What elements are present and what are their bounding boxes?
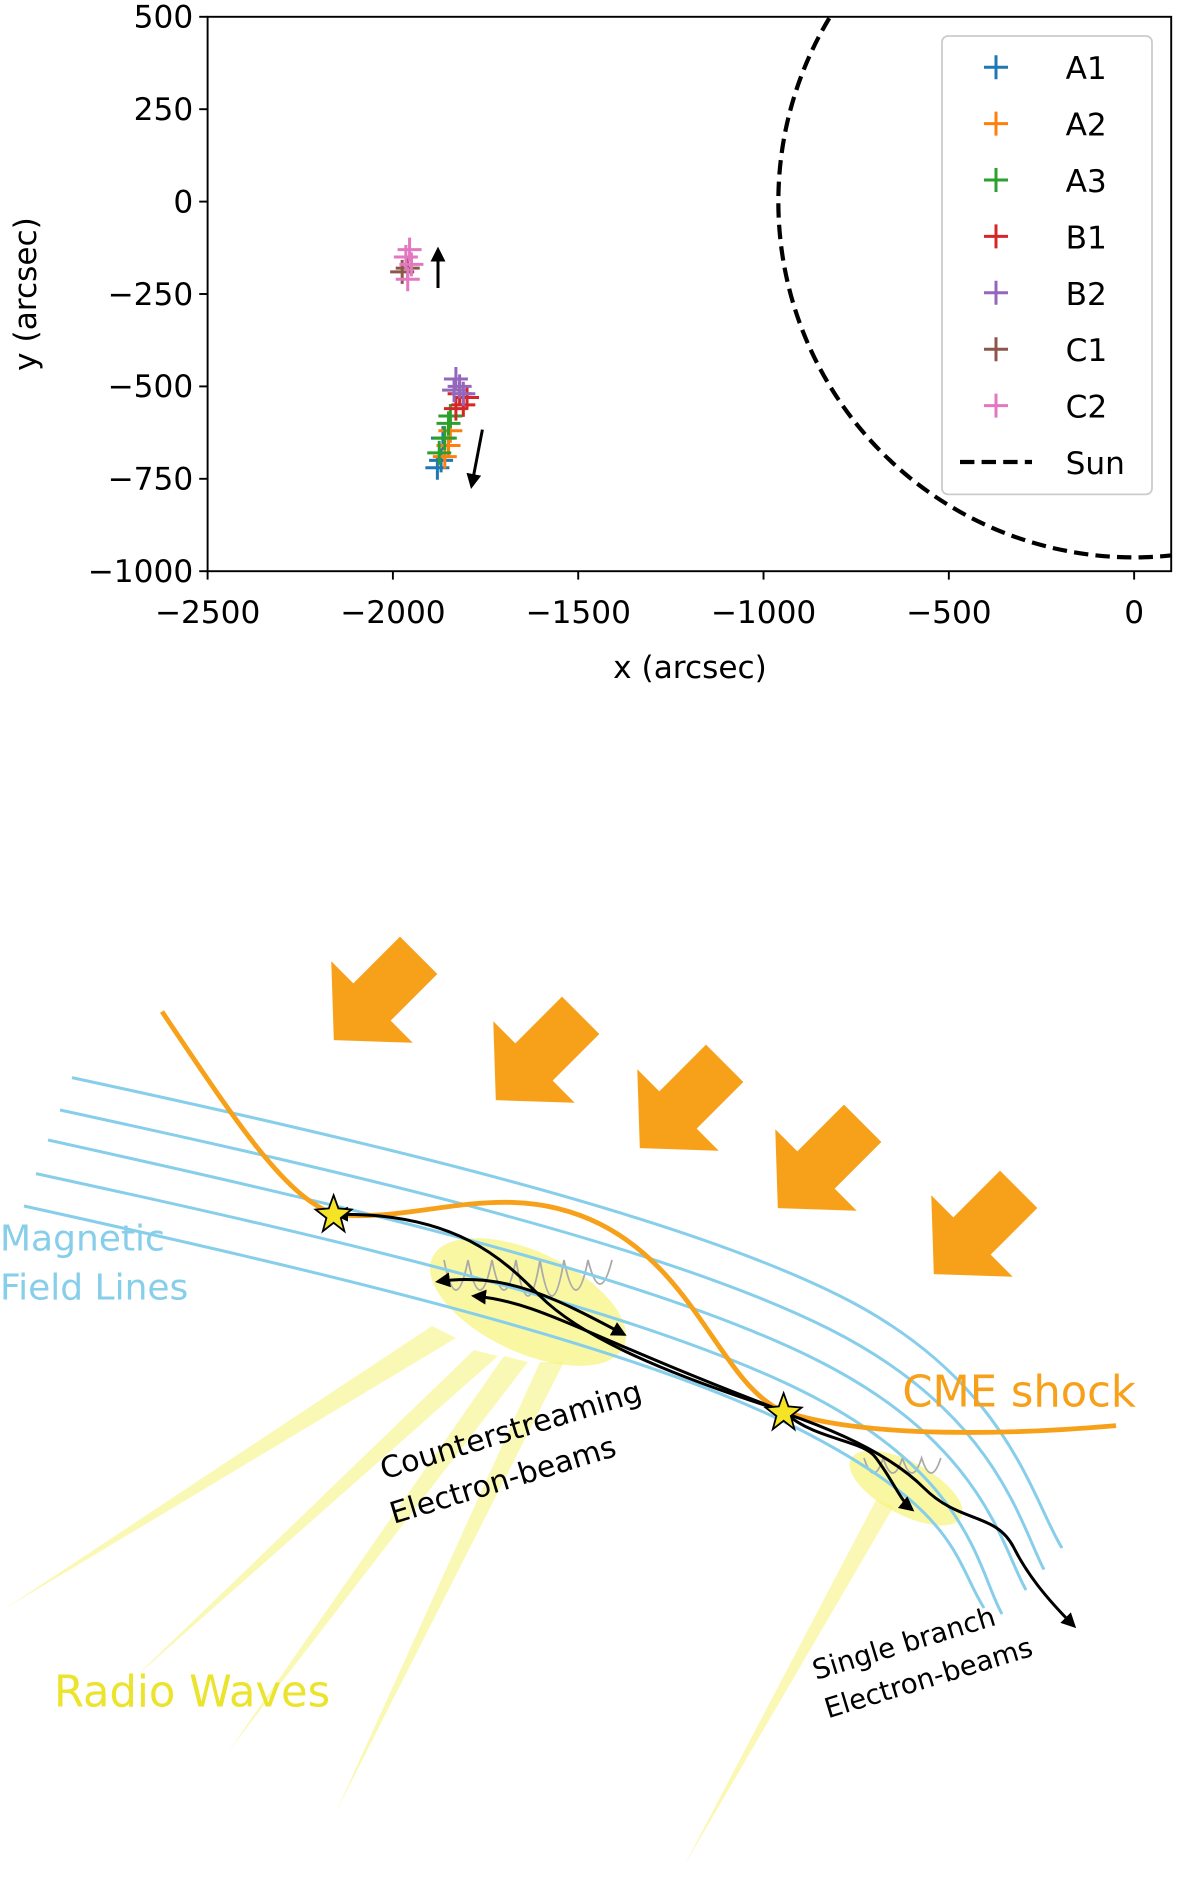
- y-tick-label: 0: [173, 184, 193, 220]
- legend-marker: [984, 280, 1009, 305]
- radio-beams: [6, 1326, 895, 1867]
- label: Magnetic: [0, 1218, 165, 1259]
- shock-arrow: [455, 974, 622, 1141]
- x-tick-label: −2500: [155, 595, 261, 631]
- x-tick-label: −1000: [711, 595, 817, 631]
- point: [399, 252, 424, 277]
- point: [432, 426, 457, 451]
- star: [313, 1192, 354, 1234]
- y-axis-label: y (arcsec): [8, 217, 44, 371]
- legend-label: A1: [1066, 51, 1107, 87]
- x-tick-label: 0: [1124, 595, 1144, 631]
- label: Radio Waves: [54, 1667, 330, 1717]
- shock-arrow: [737, 1082, 904, 1249]
- point: [395, 267, 420, 292]
- y-tick-label: −750: [108, 462, 194, 498]
- legend-marker: [984, 168, 1009, 193]
- y-tick-label: −500: [108, 369, 194, 405]
- y-tick-label: 250: [134, 92, 194, 128]
- point: [442, 378, 467, 403]
- y-tick-label: −1000: [88, 554, 194, 590]
- x-axis-label: x (arcsec): [613, 650, 767, 686]
- annotation-arrow: [466, 429, 484, 489]
- label: Field Lines: [0, 1268, 188, 1309]
- legend-label: B1: [1066, 220, 1107, 256]
- legend-label: Sun: [1066, 446, 1125, 482]
- legend-label: C2: [1066, 390, 1108, 426]
- shock-arrow: [293, 914, 460, 1081]
- label: CME shock: [902, 1367, 1135, 1417]
- field-lines: [23, 1076, 1064, 1615]
- star: [763, 1390, 804, 1432]
- legend-marker: [984, 393, 1009, 418]
- legend-box: [941, 35, 1153, 496]
- point: [397, 237, 422, 262]
- legend-marker: [984, 337, 1009, 362]
- y-tick-label: 500: [134, 0, 194, 36]
- cme-shock: [160, 1010, 1117, 1435]
- legend-marker: [984, 55, 1009, 80]
- electron-beams: [333, 1206, 1077, 1629]
- legend-label: B2: [1066, 277, 1107, 313]
- x-tick-label: −500: [906, 595, 992, 631]
- shock-arrow: [599, 1022, 766, 1189]
- legend-label: A2: [1066, 108, 1107, 144]
- emission-region: [849, 1450, 963, 1526]
- legend-label: A3: [1066, 164, 1107, 200]
- y-tick-label: −250: [108, 277, 194, 313]
- legend-marker: [984, 224, 1009, 249]
- x-tick-label: −2000: [340, 595, 446, 631]
- legend-label: C1: [1066, 333, 1108, 369]
- legend: A1 A2 A3 B1 B2 C1 C2 Sun: [941, 35, 1153, 496]
- x-tick-label: −1500: [525, 595, 631, 631]
- emission-region: [429, 1238, 627, 1366]
- legend-marker: [984, 111, 1009, 136]
- point: [427, 440, 452, 465]
- plot-area: [390, 16, 1172, 560]
- shock-arrow: [893, 1148, 1060, 1315]
- diagram: Magnetic Field Lines CME shock Counterst…: [0, 914, 1136, 1867]
- chart: y (arcsec) x (arcsec) −2500 −2000 −1500 −10…: [8, 0, 1173, 686]
